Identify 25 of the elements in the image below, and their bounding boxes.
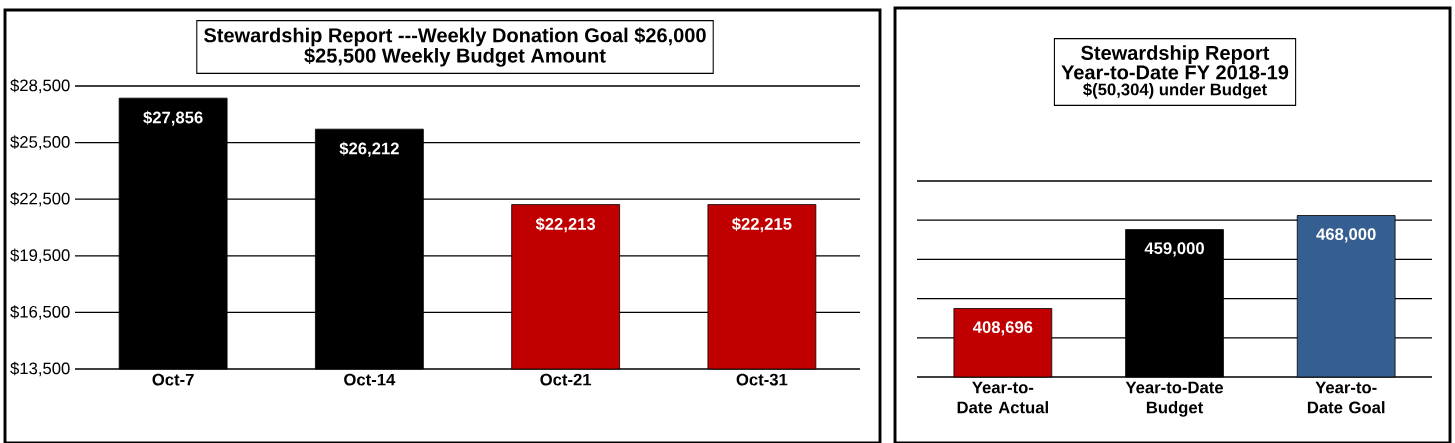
text: $(50,304) under Budget <box>1083 82 1267 99</box>
data-label: 468,000 <box>1316 228 1376 243</box>
data-label: $26,212 <box>339 141 399 157</box>
data-label: 459,000 <box>1144 242 1204 257</box>
data-label: 408,696 <box>972 321 1033 336</box>
y-tick-label: $28,500 <box>10 78 70 94</box>
y-tick-label: $22,500 <box>10 191 70 207</box>
data-label: $22,213 <box>535 217 596 233</box>
x-tick-label: Year-to-Date Actual <box>957 381 1048 414</box>
x-tick-label: Year-to-Date Budget <box>1125 381 1224 417</box>
chart-title: Stewardship Report ---Weekly Donation Goal $26,000 <box>204 27 706 47</box>
y-tick-label: $19,500 <box>10 248 70 264</box>
x-tick-label: Oct-14 <box>344 373 396 386</box>
y-tick-label: $13,500 <box>10 361 70 377</box>
x-tick-label: Oct-7 <box>152 373 194 386</box>
chart-subtitle: $25,500 Weekly Budget Amount <box>304 47 606 67</box>
chart-title: Stewardship Report <box>1081 45 1270 64</box>
data-label: $27,856 <box>143 110 203 126</box>
y-tick-label: $16,500 <box>10 305 70 320</box>
data-label: $22,215 <box>731 217 792 233</box>
chart-subtitle: Year-to-Date FY 2018-19 <box>1061 65 1289 80</box>
x-tick-label: Oct-31 <box>736 373 788 386</box>
x-tick-label: Year-to-Date Goal <box>1307 381 1385 414</box>
y-tick-label: $25,500 <box>10 135 70 150</box>
x-tick-label: Oct-21 <box>540 373 592 386</box>
